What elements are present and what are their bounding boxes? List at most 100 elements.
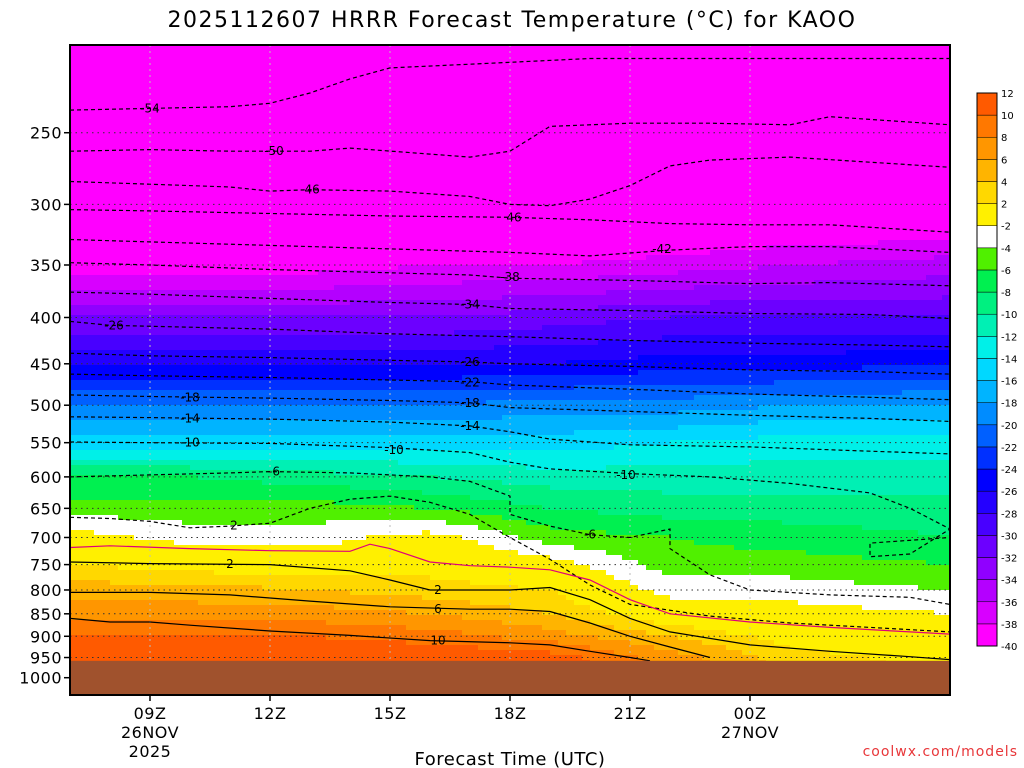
field-cell [310, 350, 319, 356]
field-cell [134, 440, 143, 446]
field-cell [158, 130, 167, 136]
field-cell [366, 275, 375, 281]
field-cell [126, 60, 135, 66]
field-cell [294, 620, 303, 626]
field-cell [254, 485, 263, 491]
field-cell [166, 455, 175, 461]
field-cell [270, 575, 279, 581]
field-cell [286, 285, 295, 291]
field-cell [150, 500, 159, 506]
field-cell [118, 160, 127, 166]
field-cell [350, 335, 359, 341]
field-cell [342, 325, 351, 331]
field-cell [286, 370, 295, 376]
field-cell [142, 415, 151, 421]
field-cell [326, 80, 335, 86]
field-cell [278, 545, 287, 551]
field-cell [334, 355, 343, 361]
field-cell [166, 280, 175, 286]
field-cell [222, 315, 231, 321]
field-cell [102, 525, 111, 531]
field-cell [262, 225, 271, 231]
field-cell [206, 305, 215, 311]
field-cell [214, 385, 223, 391]
field-cell [254, 590, 263, 596]
field-cell [166, 570, 175, 576]
field-cell [70, 595, 79, 601]
field-cell [374, 175, 383, 181]
field-cell [150, 525, 159, 531]
field-cell [366, 300, 375, 306]
field-cell [334, 300, 343, 306]
field-cell [70, 265, 79, 271]
field-cell [182, 265, 191, 271]
field-cell [366, 585, 375, 591]
field-cell [230, 175, 239, 181]
field-cell [254, 595, 263, 601]
field-cell [110, 525, 119, 531]
field-cell [174, 150, 183, 156]
field-cell [174, 365, 183, 371]
field-cell [294, 280, 303, 286]
field-cell [206, 555, 215, 561]
field-cell [342, 645, 351, 651]
field-cell [78, 570, 87, 576]
field-cell [190, 475, 199, 481]
field-cell [70, 195, 79, 201]
field-cell [78, 545, 87, 551]
field-cell [326, 180, 335, 186]
field-cell [366, 190, 375, 196]
field-cell [334, 435, 343, 441]
field-cell [214, 510, 223, 516]
field-cell [318, 485, 327, 491]
field-cell [246, 220, 255, 226]
field-cell [350, 650, 359, 656]
field-cell [86, 180, 95, 186]
field-cell [278, 45, 287, 51]
field-cell [358, 375, 367, 381]
field-cell [270, 460, 279, 466]
field-cell [110, 550, 119, 556]
field-cell [150, 480, 159, 486]
field-cell [334, 400, 343, 406]
field-cell [134, 570, 143, 576]
field-cell [350, 425, 359, 431]
field-cell [166, 215, 175, 221]
field-cell [230, 465, 239, 471]
field-cell [310, 65, 319, 71]
field-cell [326, 225, 335, 231]
field-cell [358, 310, 367, 316]
field-cell [342, 630, 351, 636]
field-cell [310, 115, 319, 121]
field-cell [86, 375, 95, 381]
field-cell [294, 185, 303, 191]
field-cell [214, 575, 223, 581]
field-cell [278, 530, 287, 536]
field-cell [294, 50, 303, 56]
field-cell [222, 615, 231, 621]
field-cell [254, 210, 263, 216]
field-cell [302, 250, 311, 256]
field-cell [294, 440, 303, 446]
field-cell [318, 245, 327, 251]
field-cell [134, 575, 143, 581]
field-cell [190, 130, 199, 136]
field-cell [294, 245, 303, 251]
field-cell [366, 625, 375, 631]
field-cell [342, 270, 351, 276]
field-cell [366, 605, 375, 611]
field-cell [342, 170, 351, 176]
field-cell [326, 530, 335, 536]
field-cell [294, 455, 303, 461]
field-cell [246, 160, 255, 166]
field-cell [78, 100, 87, 106]
field-cell [238, 415, 247, 421]
field-cell [286, 510, 295, 516]
field-cell [318, 365, 327, 371]
field-cell [190, 230, 199, 236]
field-cell [230, 545, 239, 551]
field-cell [262, 415, 271, 421]
field-cell [286, 415, 295, 421]
field-cell [286, 115, 295, 121]
field-cell [318, 55, 327, 61]
